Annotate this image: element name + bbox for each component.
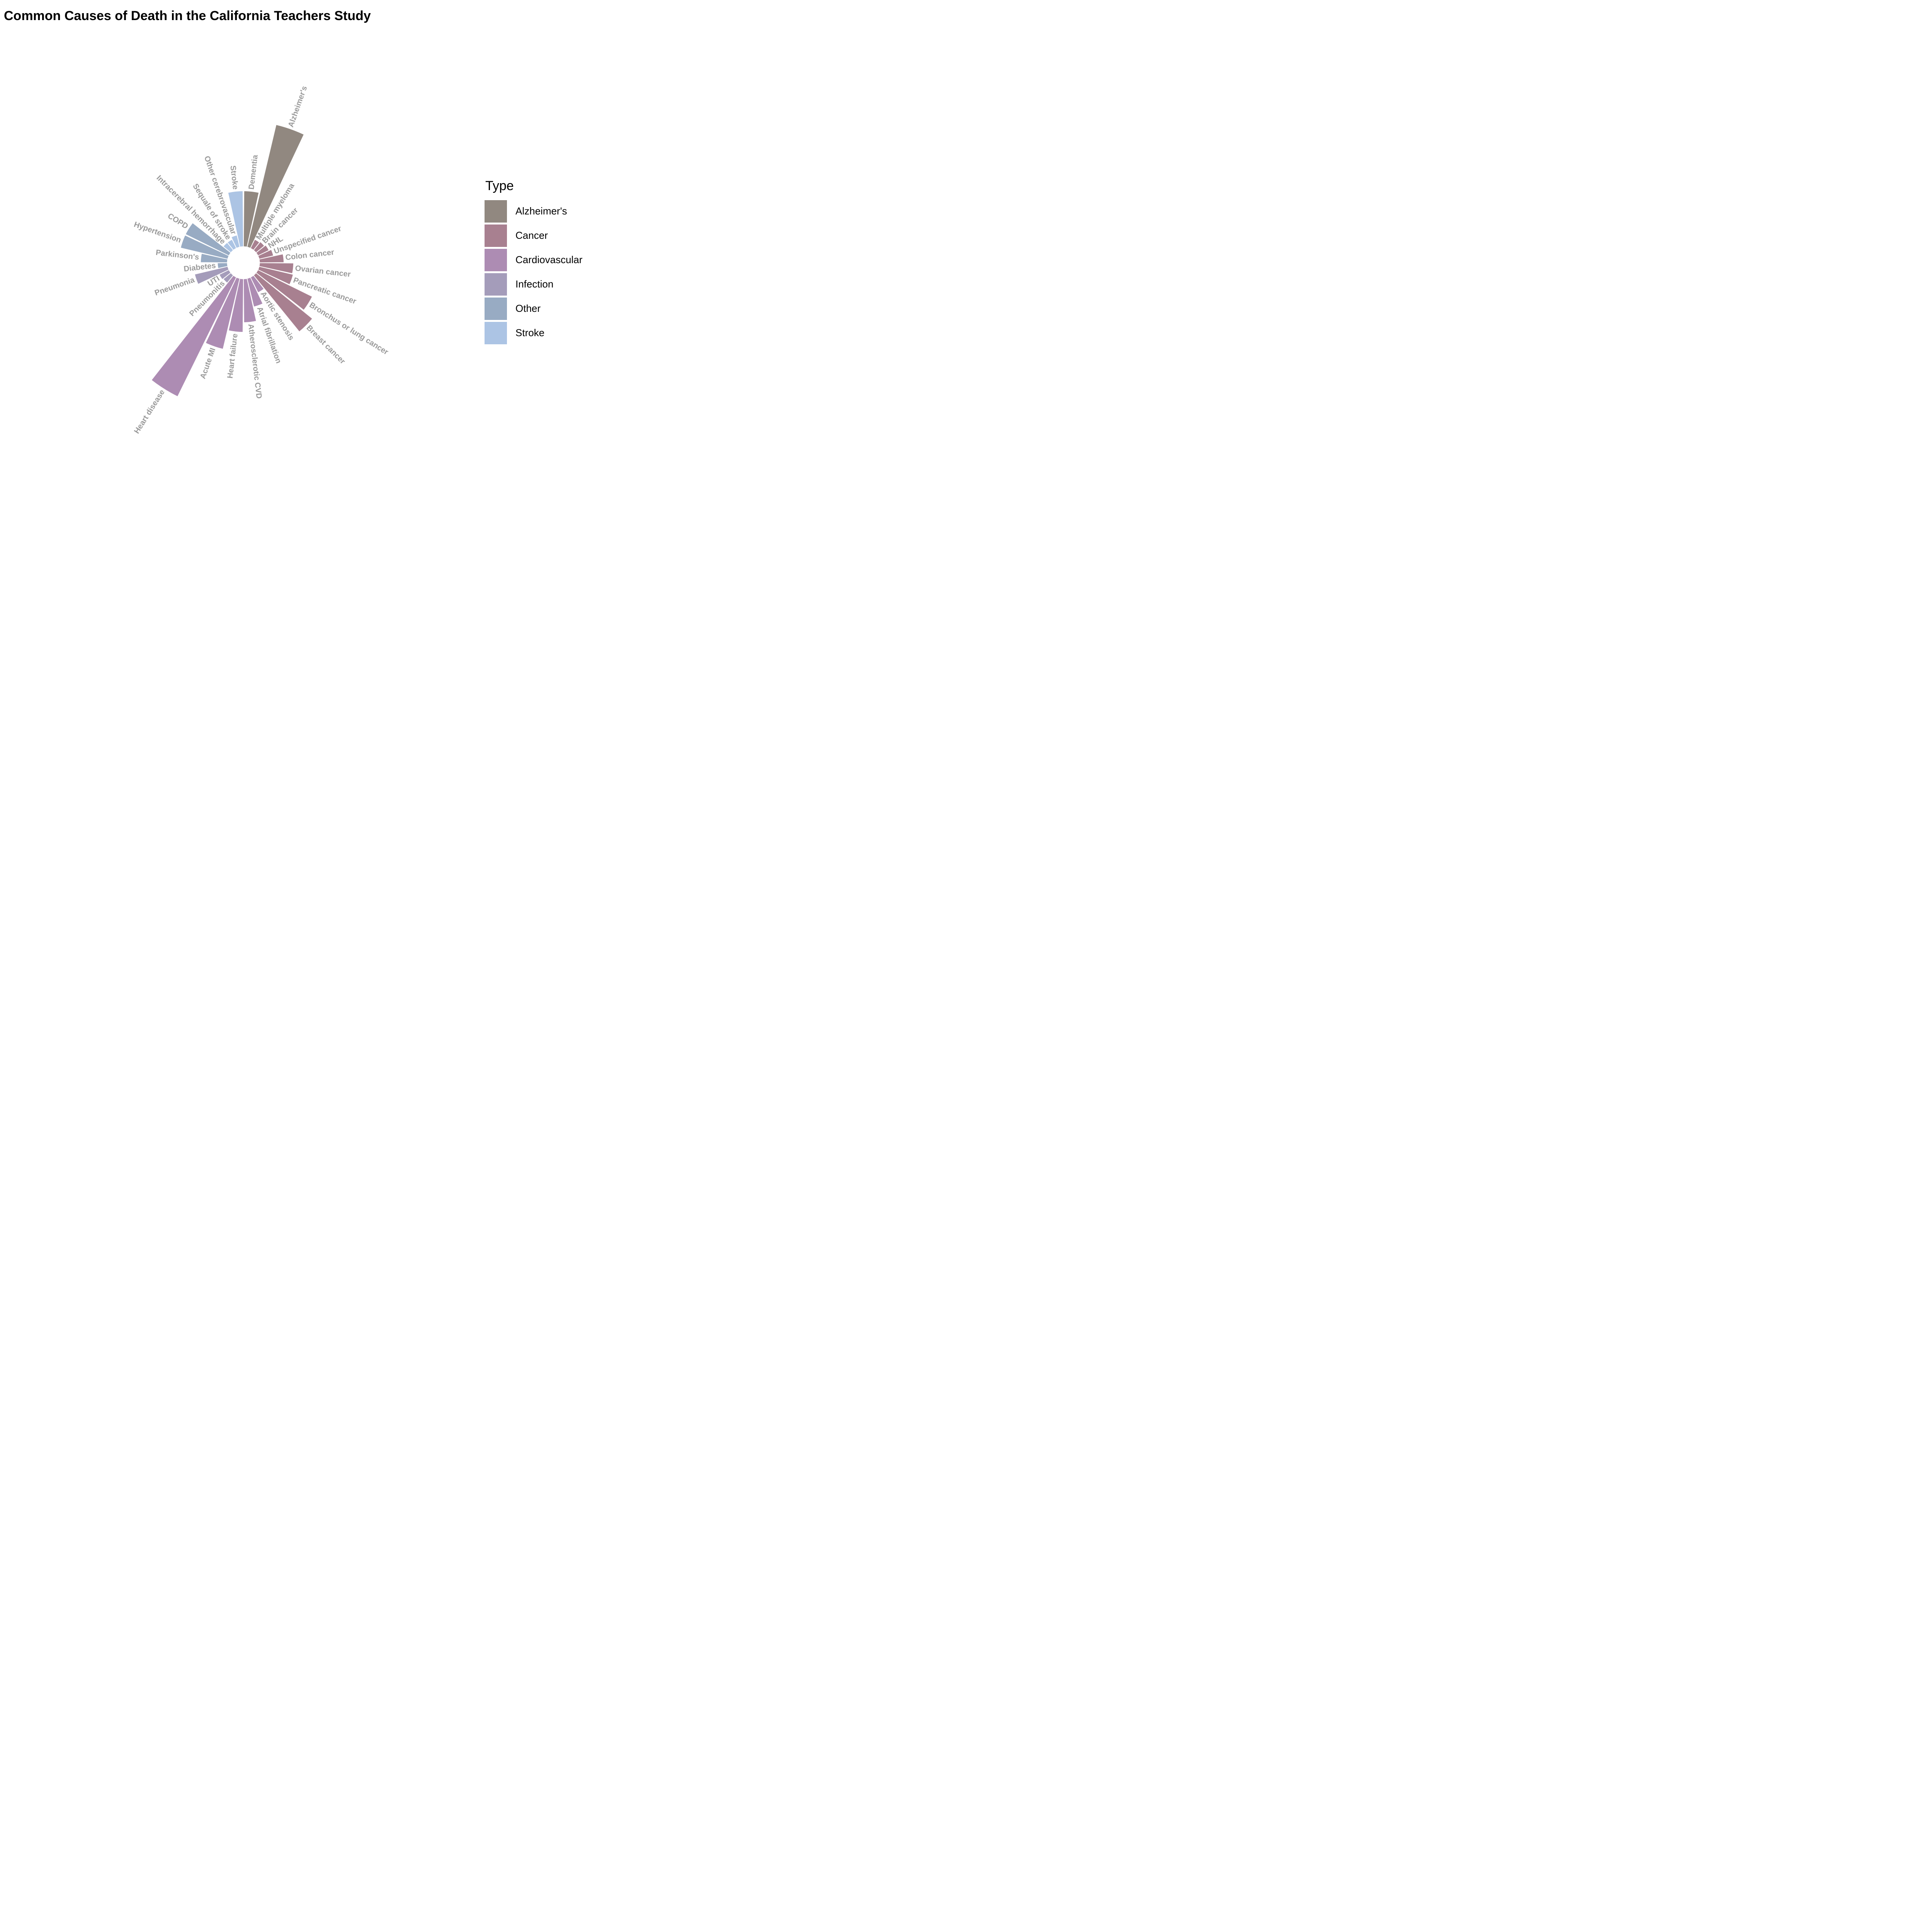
bar-breast-cancer [253,272,313,332]
legend-item-other: Other [485,296,582,321]
bar-label-ovarian-cancer: Ovarian cancer [295,264,351,279]
chart-title: Common Causes of Death in the California… [4,9,371,23]
bar-acute-mi [205,277,240,349]
bar-label-bronchus-or-lung-cancer: Bronchus or lung cancer [308,301,390,357]
bar-label-dementia: Dementia [247,154,260,190]
legend-label-infection: Infection [515,278,554,290]
bar-pancreatic-cancer [258,266,294,285]
bar-parkinson-s [200,253,228,263]
bar-uti [219,269,231,280]
legend-item-alzheimer-s: Alzheimer's [485,199,582,223]
legend-title: Type [485,179,514,193]
bar-multiple-myeloma [250,239,260,250]
legend-swatch-infection [485,273,507,296]
bar-unspecified-cancer [258,249,274,259]
bar-label-heart-failure: Heart failure [226,333,240,379]
bar-intracerebral-hemorrhage [223,242,234,253]
bar-dementia [243,190,259,247]
legend-swatch-cardiovascular [485,248,507,271]
legend-label-stroke: Stroke [515,327,545,338]
legend-item-stroke: Stroke [485,321,582,345]
bar-sequale-of-stroke [227,239,237,250]
legend-swatch-other [485,297,507,320]
bar-label-heart-disease: Heart disease [133,388,167,435]
bar-nhl [256,245,269,256]
bar-heart-failure [228,278,244,332]
bar-label-breast-cancer: Breast cancer [305,324,347,366]
legend: Type Alzheimer's Cancer Cardiovascular Infe… [485,179,582,345]
bars-layer [151,124,313,397]
bar-atherosclerotic-cvd [243,278,257,323]
bar-stroke [228,190,244,247]
legend-label-other: Other [515,303,541,314]
bar-alzheimer-s [247,124,304,248]
legend-label-alzheimer-s: Alzheimer's [515,205,567,217]
bar-other-cerebrovascular [231,235,240,248]
legend-label-cancer: Cancer [515,230,548,241]
legend-swatch-cancer [485,224,507,247]
bar-label-acute-mi: Acute MI [199,347,217,380]
legend-label-cardiovascular: Cardiovascular [515,254,583,265]
bar-ovarian-cancer [259,262,294,274]
bar-label-copd: COPD [166,212,190,231]
bar-bronchus-or-lung-cancer [256,269,313,310]
legend-item-infection: Infection [485,272,582,296]
legend-swatch-alzheimer-s [485,200,507,223]
bar-atrial-fibrillation [247,277,263,307]
bar-label-alzheimer-s: Alzheimer's [287,85,309,128]
bar-label-stroke: Stroke [228,165,240,190]
bar-aortic-stenosis [250,275,264,293]
bar-label-colon-cancer: Colon cancer [285,248,335,262]
bar-diabetes [217,262,228,269]
legend-item-cardiovascular: Cardiovascular [485,248,582,272]
legend-items: Alzheimer's Cancer Cardiovascular Infection… [485,199,582,345]
bar-brain-cancer [253,242,265,253]
bar-label-pneumonia: Pneumonia [153,276,196,298]
bar-colon-cancer [259,254,284,263]
bar-pneumonia [194,266,229,284]
legend-swatch-stroke [485,321,507,344]
bar-copd [185,223,231,256]
bar-hypertension [180,235,229,259]
legend-item-cancer: Cancer [485,223,582,248]
bar-label-atherosclerotic-cvd: Atherosclerotic CVD [247,323,264,399]
bar-pneumonitis [223,272,234,283]
bar-heart-disease [151,275,237,397]
